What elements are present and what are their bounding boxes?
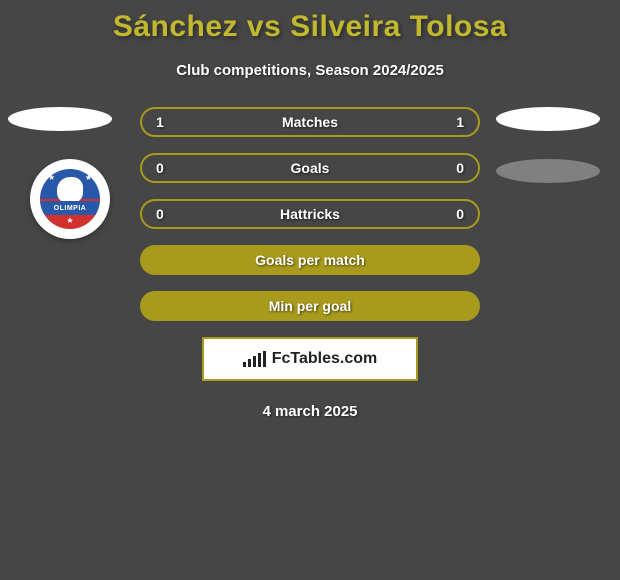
- footer-logo[interactable]: FcTables.com: [202, 337, 418, 381]
- stat-left-value: 1: [142, 114, 182, 130]
- decor-ellipse-left: [8, 107, 112, 131]
- stat-right-value: 0: [438, 160, 478, 176]
- stat-label: Min per goal: [182, 298, 438, 314]
- lion-icon: [57, 177, 83, 203]
- stats-panel: ★ ★ OLIMPIA ★ 1Matches10Goals00Hattricks…: [0, 107, 620, 420]
- star-icon: ★: [66, 216, 73, 225]
- page-title: Sánchez vs Silveira Tolosa: [0, 0, 620, 44]
- club-badge: ★ ★ OLIMPIA ★: [30, 159, 110, 239]
- badge-crest: ★ ★ OLIMPIA ★: [40, 169, 100, 229]
- stat-right-value: 0: [438, 206, 478, 222]
- stat-row: Min per goal: [140, 291, 480, 321]
- stat-label: Hattricks: [182, 206, 438, 222]
- stat-label: Goals per match: [182, 252, 438, 268]
- footer-logo-text: FcTables.com: [272, 350, 378, 368]
- stat-left-value: 0: [142, 206, 182, 222]
- stat-right-value: 1: [438, 114, 478, 130]
- footer-date: 4 march 2025: [0, 403, 620, 420]
- page-subtitle: Club competitions, Season 2024/2025: [0, 62, 620, 79]
- badge-banner: OLIMPIA: [40, 201, 100, 215]
- stat-row: 0Hattricks0: [140, 199, 480, 229]
- stat-label: Matches: [182, 114, 438, 130]
- decor-ellipse-right-bottom: [496, 159, 600, 183]
- badge-text: OLIMPIA: [54, 205, 87, 212]
- bar-chart-icon: [243, 351, 266, 367]
- decor-ellipse-right-top: [496, 107, 600, 131]
- stat-row: 1Matches1: [140, 107, 480, 137]
- stat-label: Goals: [182, 160, 438, 176]
- star-icon: ★: [85, 173, 92, 182]
- stat-row: Goals per match: [140, 245, 480, 275]
- stat-row: 0Goals0: [140, 153, 480, 183]
- stat-left-value: 0: [142, 160, 182, 176]
- star-icon: ★: [48, 173, 55, 182]
